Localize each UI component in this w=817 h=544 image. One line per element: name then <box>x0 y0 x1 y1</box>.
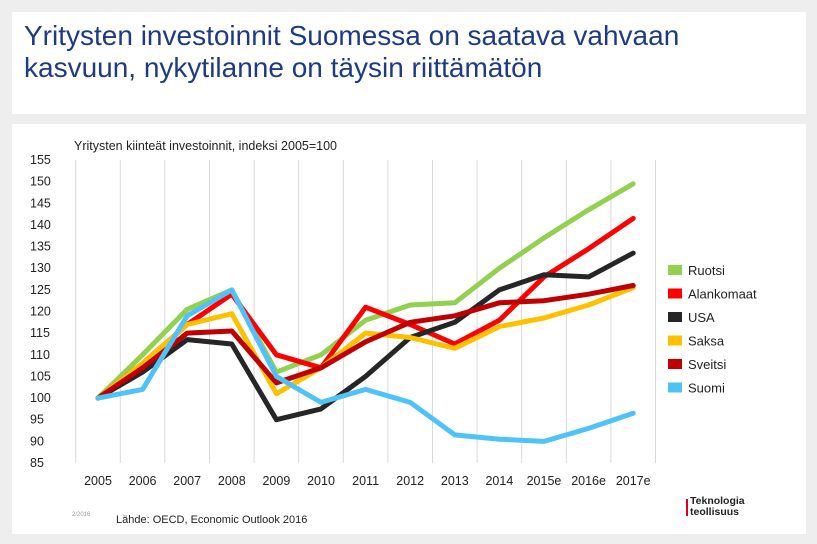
y-tick-label: 125 <box>30 283 51 297</box>
legend-swatch <box>668 335 682 346</box>
grid-lines <box>75 160 656 463</box>
y-tick-label: 95 <box>30 413 44 427</box>
series-line <box>95 285 636 401</box>
legend-label: Sveitsi <box>688 357 726 372</box>
legend-swatch <box>668 359 682 369</box>
x-tick-label: 2012 <box>396 474 424 488</box>
x-tick-label: 2011 <box>352 474 379 488</box>
chart-title: Yritysten kiinteät investoinnit, indeksi… <box>74 139 338 153</box>
series-line <box>95 250 636 423</box>
legend-label: Ruotsi <box>688 263 725 278</box>
legend-swatch <box>668 265 682 275</box>
y-tick-label: 140 <box>30 218 51 232</box>
x-tick-label: 2015e <box>527 474 562 488</box>
x-tick-label: 2008 <box>218 474 246 488</box>
y-tick-label: 150 <box>30 175 51 189</box>
y-tick-label: 105 <box>30 369 51 383</box>
chart-panel <box>12 124 806 534</box>
y-tick-label: 145 <box>30 196 51 210</box>
company-logo: Teknologia teollisuus <box>686 495 782 518</box>
y-tick-label: 115 <box>30 326 50 340</box>
logo-line1: Teknologia <box>690 495 745 507</box>
y-tick-label: 90 <box>30 434 44 448</box>
title-panel <box>12 12 806 114</box>
page-number: 2/2016 <box>72 512 91 518</box>
x-tick-label: 2016e <box>571 474 606 488</box>
series-line <box>95 181 636 401</box>
slide-title: Yritysten investoinnit Suomessa on saata… <box>24 20 680 83</box>
x-tick-labels: 2005 2006 2007 2008 2009 2010 2011 2012 2013 2014… <box>84 474 651 488</box>
y-tick-label: 135 <box>30 240 51 254</box>
x-tick-label: 2010 <box>307 474 335 488</box>
logo-mark <box>686 499 688 516</box>
legend-label: Alankomaat <box>688 287 757 302</box>
legend-label: USA <box>688 310 715 325</box>
y-tick-label: 120 <box>30 305 51 319</box>
series-lines <box>95 181 636 444</box>
legend-swatch <box>668 382 682 393</box>
x-tick-label: 2009 <box>262 474 290 488</box>
legend-swatch <box>668 312 682 322</box>
x-tick-label: 2005 <box>84 474 112 488</box>
y-tick-label: 110 <box>30 348 50 362</box>
legend-label: Suomi <box>688 381 725 396</box>
y-tick-label: 100 <box>30 391 51 405</box>
legend-swatch <box>668 288 682 299</box>
x-tick-label: 2014 <box>485 474 513 488</box>
source-note: Lähde: OECD, Economic Outlook 2016 <box>116 514 308 526</box>
y-tick-label: 155 <box>30 153 51 167</box>
series-line <box>95 287 636 444</box>
x-tick-label: 2013 <box>441 474 469 488</box>
y-tick-label: 85 <box>30 456 44 470</box>
series-line <box>95 215 636 401</box>
logo-line2: teollisuus <box>690 506 740 518</box>
x-tick-label: 2007 <box>173 474 201 488</box>
y-tick-label: 130 <box>30 261 51 275</box>
x-tick-label: 2006 <box>129 474 157 488</box>
legend: Ruotsi Alankomaat USA Saksa Sveitsi Suomi <box>668 263 757 396</box>
series-line <box>95 283 636 401</box>
y-tick-labels: 85 90 95 100 105 110 115 120 125 130 135 140 145 150 1… <box>30 153 51 470</box>
x-tick-label: 2017e <box>616 474 651 488</box>
legend-label: Saksa <box>688 334 725 349</box>
